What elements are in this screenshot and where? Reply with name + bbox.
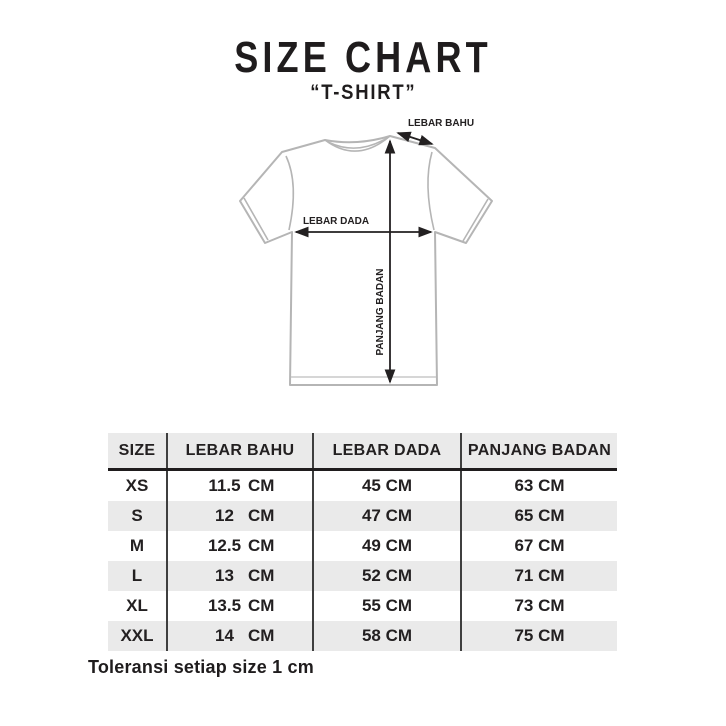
size-cell: XL	[126, 596, 148, 615]
column-header-lebar-dada: LEBAR DADA	[312, 433, 460, 468]
panjang-badan-cell: 73 CM	[460, 591, 617, 621]
body-length-label: PANJANG BADAN	[375, 268, 386, 355]
lebar-dada-cell: 47 CM	[312, 501, 460, 531]
lebar-bahu-unit: CM	[248, 596, 275, 615]
size-cell: XS	[125, 476, 149, 495]
tshirt-measurement-diagram: LEBAR BAHU LEBAR DADA PANJANG BADAN	[220, 112, 510, 402]
tolerance-note: Toleransi setiap size 1 cm	[88, 657, 314, 677]
page-subtitle-text: “T-SHIRT”	[309, 81, 417, 104]
lebar-bahu-value: 13.5	[207, 596, 242, 615]
shoulder-width-label: LEBAR BAHU	[408, 118, 474, 129]
panjang-badan-cell: 65 CM	[460, 501, 617, 531]
lebar-bahu-cell: 12.5 CM	[166, 531, 312, 561]
table-header-row: SIZE LEBAR BAHU LEBAR DADA PANJANG BADAN	[108, 433, 617, 471]
lebar-dada-cell: 45 CM	[312, 471, 460, 501]
size-cell: XXL	[120, 626, 154, 645]
table-row: XXL 14 CM 58 CM 75 CM	[108, 621, 617, 651]
size-table: SIZE LEBAR BAHU LEBAR DADA PANJANG BADAN…	[108, 433, 617, 651]
column-header-size: SIZE	[118, 441, 156, 459]
lebar-bahu-value: 14	[215, 626, 234, 645]
panjang-badan-cell: 63 CM	[460, 471, 617, 501]
shoulder-arrow	[396, 131, 434, 146]
lebar-bahu-unit: CM	[248, 506, 275, 525]
size-cell: L	[131, 566, 143, 585]
page-title-text: SIZE CHART	[234, 33, 492, 82]
tshirt-seams	[243, 135, 489, 378]
measurement-arrows	[294, 131, 434, 384]
lebar-bahu-value: 11.5	[208, 476, 241, 495]
table-row: XL 13.5 CM 55 CM 73 CM	[108, 591, 617, 621]
table-row: S 12 CM 47 CM 65 CM	[108, 501, 617, 531]
panjang-badan-cell: 75 CM	[460, 621, 617, 651]
size-cell: M	[129, 536, 145, 555]
lebar-dada-cell: 55 CM	[312, 591, 460, 621]
panjang-badan-cell: 67 CM	[460, 531, 617, 561]
lebar-bahu-unit: CM	[248, 476, 275, 495]
lebar-bahu-cell: 13.5 CM	[166, 591, 312, 621]
lebar-dada-cell: 49 CM	[312, 531, 460, 561]
column-header-panjang-badan: PANJANG BADAN	[460, 433, 617, 468]
column-header-lebar-bahu: LEBAR BAHU	[166, 433, 312, 468]
chest-width-label: LEBAR DADA	[303, 216, 369, 227]
lebar-bahu-value: 13	[215, 566, 234, 585]
lebar-bahu-cell: 14 CM	[166, 621, 312, 651]
lebar-bahu-unit: CM	[248, 566, 275, 585]
lebar-dada-cell: 52 CM	[312, 561, 460, 591]
lebar-bahu-cell: 12 CM	[166, 501, 312, 531]
lebar-bahu-value: 12	[215, 506, 234, 525]
lebar-bahu-cell: 13 CM	[166, 561, 312, 591]
tshirt-outline-icon	[239, 135, 493, 386]
panjang-badan-cell: 71 CM	[460, 561, 617, 591]
table-row: L 13 CM 52 CM 71 CM	[108, 561, 617, 591]
lebar-bahu-value: 12.5	[207, 536, 242, 555]
table-row: M 12.5 CM 49 CM 67 CM	[108, 531, 617, 561]
lebar-bahu-unit: CM	[248, 536, 275, 555]
table-row: XS 11.5 CM 45 CM 63 CM	[108, 471, 617, 501]
lebar-bahu-unit: CM	[248, 626, 275, 645]
lebar-bahu-cell: 11.5 CM	[166, 471, 312, 501]
size-cell: S	[131, 506, 143, 525]
lebar-dada-cell: 58 CM	[312, 621, 460, 651]
page-title: SIZE CHART	[0, 33, 726, 83]
page-subtitle: “T-SHIRT”	[0, 81, 726, 105]
